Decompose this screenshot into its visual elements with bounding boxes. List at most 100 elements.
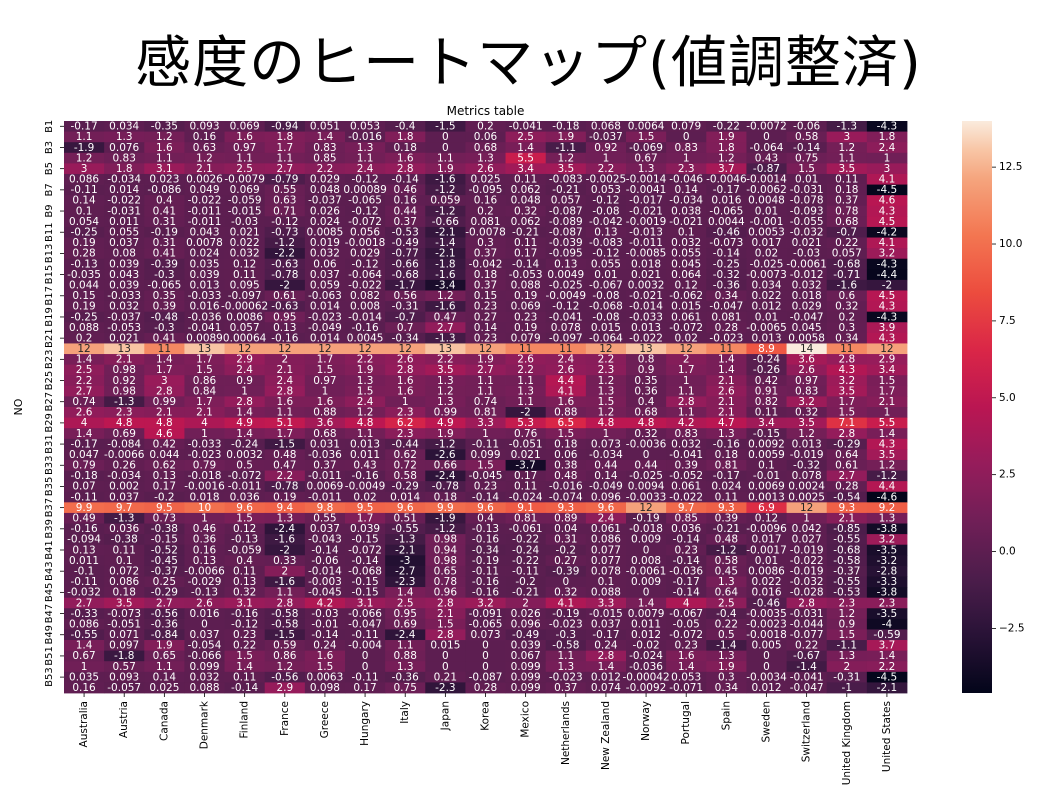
heatmap-cell	[264, 121, 306, 132]
cell-label: 1.6	[236, 131, 253, 143]
heatmap-cell	[184, 407, 225, 418]
heatmap-cell	[425, 587, 466, 599]
heatmap-cell	[184, 650, 225, 662]
cell-label: 0.026	[511, 608, 541, 620]
cell-label: 0.054	[69, 216, 99, 228]
cell-label: 2.3	[397, 407, 414, 419]
cell-label: 3.3	[477, 417, 494, 429]
cell-label: -0.0018	[345, 237, 386, 249]
heatmap-cell	[104, 407, 145, 418]
cell-label: 1.4	[397, 587, 414, 599]
heatmap-cell	[746, 301, 787, 313]
heatmap-cell	[104, 311, 145, 323]
heatmap-cell	[264, 131, 306, 143]
heatmap-cell	[866, 671, 908, 683]
heatmap-cell	[626, 237, 667, 249]
cell-label: 12	[318, 343, 331, 355]
heatmap-cell	[425, 152, 466, 164]
cell-label: 1.1	[357, 152, 374, 164]
cell-label: 0.19	[72, 237, 95, 249]
cell-label: 4.7	[718, 417, 735, 429]
heatmap-cell	[385, 618, 426, 630]
cell-label: -0.0049	[546, 290, 587, 302]
cell-label: -0.7	[837, 227, 858, 239]
heatmap-cell	[826, 555, 868, 567]
cell-label: -2.8	[877, 565, 898, 577]
cell-label: 0.97	[233, 142, 256, 154]
cell-label: 5.5	[879, 417, 896, 429]
heatmap-cell	[144, 608, 185, 620]
heatmap-cell	[465, 650, 506, 662]
heatmap-cell	[304, 343, 346, 355]
cell-label: 0	[442, 131, 449, 143]
x-tick-label: Korea	[480, 701, 492, 731]
heatmap-cell	[144, 640, 185, 652]
heatmap-cell	[264, 629, 306, 641]
y-tick-label: B43	[44, 561, 55, 581]
cell-label: 0.68	[313, 428, 336, 440]
heatmap-cell	[224, 661, 266, 673]
cell-label: -2.2	[275, 248, 296, 260]
cell-label: 0.32	[795, 407, 818, 419]
cell-label: 0.13	[193, 555, 216, 567]
cell-label: 0.16	[474, 195, 498, 207]
cell-label: 0.0048	[748, 195, 785, 207]
heatmap-cell	[425, 375, 466, 387]
heatmap-cell	[826, 523, 868, 535]
cell-label: 0.013	[792, 438, 822, 450]
heatmap-cell	[264, 332, 306, 344]
heatmap-cell	[786, 385, 828, 397]
heatmap-cell	[64, 502, 105, 514]
cell-label: -0.083	[549, 174, 583, 186]
cell-label: 0.34	[715, 290, 739, 302]
heatmap-cell	[786, 375, 828, 387]
heatmap-cell	[104, 502, 145, 514]
heatmap-cell	[465, 279, 506, 291]
cell-label: 1.3	[718, 428, 735, 440]
cell-label: 0.077	[591, 555, 621, 567]
heatmap-cell	[866, 544, 908, 556]
cell-label: -0.0046	[706, 174, 747, 186]
cell-label: -1.4	[716, 640, 737, 652]
cell-label: -0.29	[151, 587, 178, 599]
heatmap-cell	[264, 650, 306, 662]
heatmap-cell	[585, 152, 627, 164]
cell-label: 1.3	[357, 142, 374, 154]
cell-label: -1.2	[435, 184, 456, 196]
heatmap-cell	[345, 608, 386, 620]
cell-label: -0.38	[111, 534, 138, 546]
heatmap-cell	[706, 385, 747, 397]
cell-label: -0.074	[549, 491, 583, 503]
heatmap-cell	[545, 407, 587, 418]
heatmap-cell	[786, 205, 828, 217]
heatmap-cell	[826, 184, 868, 196]
heatmap-cell	[545, 587, 587, 599]
heatmap-cell	[826, 364, 868, 376]
heatmap-cell	[264, 523, 306, 535]
heatmap-cell	[505, 470, 547, 482]
heatmap-cell	[385, 237, 426, 249]
cell-label: -0.012	[790, 269, 824, 281]
cell-label: 0.0079	[628, 608, 665, 620]
heatmap-cell	[826, 205, 868, 217]
cell-label: 0.099	[511, 661, 541, 673]
heatmap-cell	[826, 449, 868, 461]
cell-label: 0.0032	[226, 449, 263, 461]
cell-label: 0.062	[511, 184, 541, 196]
heatmap-cell	[465, 597, 506, 609]
cell-label: 0.97	[795, 375, 818, 387]
heatmap-cell	[304, 671, 346, 683]
cell-label: -0.67	[793, 650, 820, 662]
cell-label: -0.087	[549, 205, 583, 217]
heatmap-cell	[465, 449, 506, 461]
heatmap-cell	[345, 491, 386, 503]
heatmap-cell	[224, 608, 266, 620]
cell-label: -2.3	[435, 682, 456, 694]
cell-label: 0.088	[591, 587, 621, 599]
cell-label: 0.55	[313, 513, 336, 525]
cell-label: 0	[362, 661, 369, 673]
cell-label: -0.023	[709, 332, 743, 344]
heatmap-cell	[706, 216, 747, 228]
heatmap-cell	[345, 534, 386, 546]
heatmap-cell	[626, 216, 667, 228]
